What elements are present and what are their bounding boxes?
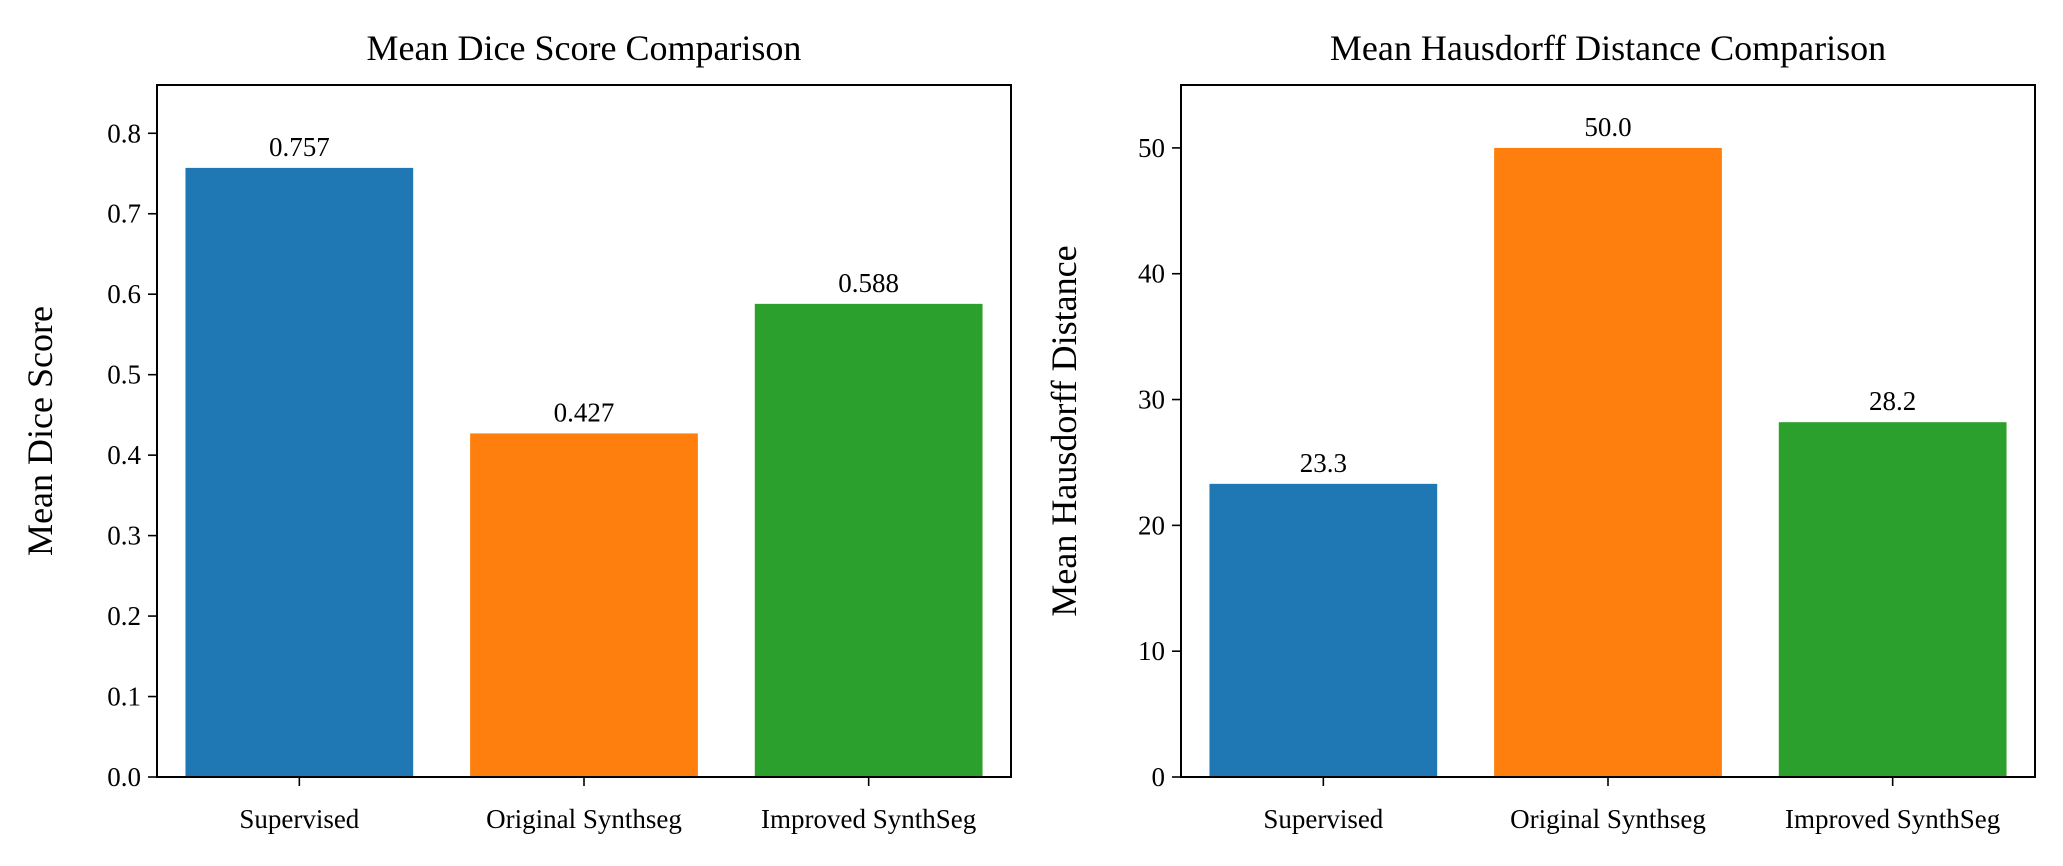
bar-supervised bbox=[185, 167, 414, 777]
bar-supervised bbox=[1209, 483, 1438, 777]
bar-improved-synthseg bbox=[754, 303, 983, 777]
bar-original-synthseg bbox=[1494, 147, 1722, 778]
y-axis-label: Mean Dice Score bbox=[20, 306, 60, 556]
x-tick-label: Supervised bbox=[1263, 804, 1383, 834]
plot-frame bbox=[156, 84, 1012, 778]
y-axis-label: Mean Hausdorff Distance bbox=[1044, 245, 1084, 616]
y-tick-label: 0.2 bbox=[107, 601, 141, 631]
x-tick-label: Original Synthseg bbox=[486, 804, 682, 834]
data-label: 0.588 bbox=[838, 268, 899, 298]
y-tick-label: 0.5 bbox=[107, 360, 141, 390]
data-label: 50.0 bbox=[1584, 112, 1631, 142]
data-label: 28.2 bbox=[1869, 386, 1916, 416]
y-tick-label: 0.7 bbox=[107, 199, 141, 229]
x-tick-label: Improved SynthSeg bbox=[1785, 804, 2000, 834]
data-label: 0.757 bbox=[269, 132, 330, 162]
y-tick-label: 30 bbox=[1138, 385, 1165, 415]
chart-panel-dice: Mean Dice Score Comparison Mean Dice Sco… bbox=[20, 28, 1012, 834]
y-tick-label: 40 bbox=[1138, 259, 1165, 289]
y-tick-label: 0.0 bbox=[107, 762, 141, 792]
bar-original-synthseg bbox=[470, 433, 698, 777]
x-tick-label: Improved SynthSeg bbox=[761, 804, 976, 834]
data-label: 0.427 bbox=[554, 397, 615, 427]
y-tick-label: 10 bbox=[1138, 636, 1165, 666]
bar-improved-synthseg bbox=[1778, 422, 2007, 777]
y-tick-label: 0.3 bbox=[107, 521, 141, 551]
chart-title: Mean Dice Score Comparison bbox=[367, 28, 802, 68]
y-tick-label: 0.1 bbox=[107, 682, 141, 712]
chart-title: Mean Hausdorff Distance Comparison bbox=[1330, 28, 1886, 68]
chart-panel-hausdorff: Mean Hausdorff Distance Comparison Mean … bbox=[1044, 28, 2036, 834]
y-tick-label: 0 bbox=[1152, 762, 1166, 792]
y-tick-label: 0.6 bbox=[107, 279, 141, 309]
y-tick-label: 0.4 bbox=[107, 440, 141, 470]
data-label: 23.3 bbox=[1300, 448, 1347, 478]
y-tick-label: 50 bbox=[1138, 133, 1165, 163]
x-tick-label: Original Synthseg bbox=[1510, 804, 1706, 834]
y-tick-label: 20 bbox=[1138, 510, 1165, 540]
plot-frame bbox=[1180, 84, 2036, 778]
x-tick-label: Supervised bbox=[239, 804, 359, 834]
y-tick-label: 0.8 bbox=[107, 118, 141, 148]
